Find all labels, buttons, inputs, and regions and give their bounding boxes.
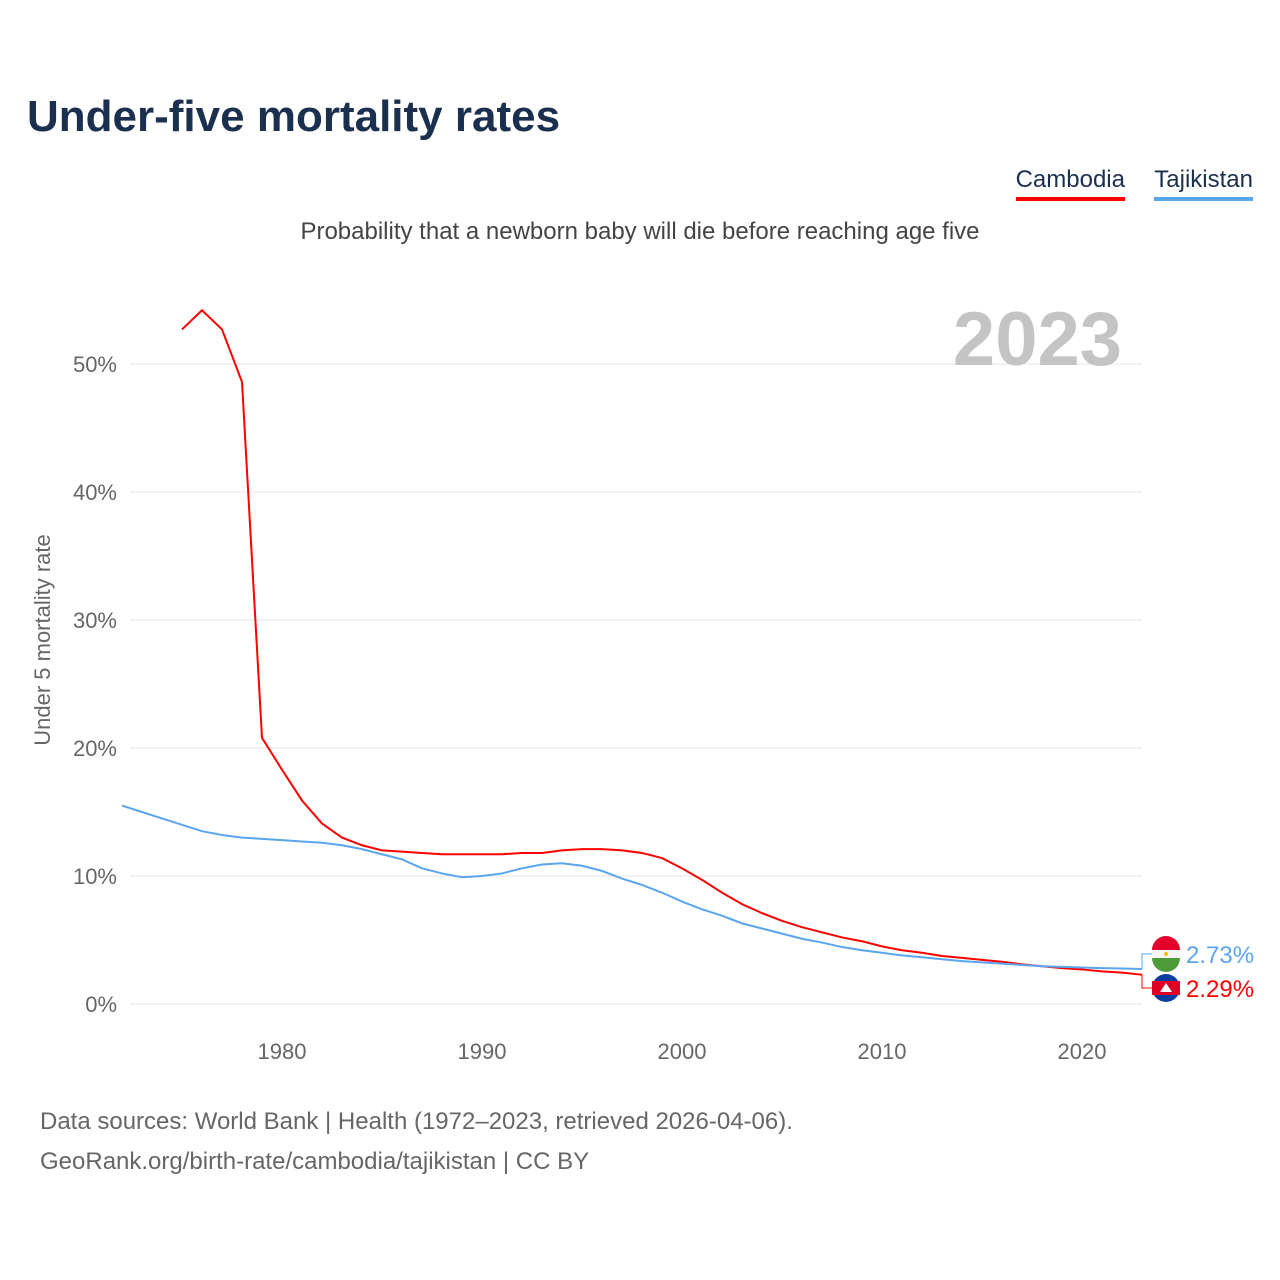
x-tick-label: 2000 bbox=[658, 1039, 707, 1064]
end-value-label-tajikistan: 2.73% bbox=[1186, 942, 1254, 969]
flag-temple bbox=[1160, 983, 1172, 992]
source-line-1: Data sources: World Bank | Health (1972–… bbox=[40, 1108, 793, 1135]
y-tick-label: 30% bbox=[73, 608, 117, 633]
source-line-2: GeoRank.org/birth-rate/cambodia/tajikist… bbox=[40, 1148, 590, 1175]
end-value-label-cambodia: 2.29% bbox=[1186, 976, 1254, 1003]
y-axis-label: Under 5 mortality rate bbox=[30, 534, 55, 746]
chart-title: Under-five mortality rates bbox=[27, 92, 561, 141]
chart-subtitle: Probability that a newborn baby will die… bbox=[300, 218, 980, 245]
x-tick-label: 1980 bbox=[258, 1039, 307, 1064]
y-tick-label: 10% bbox=[73, 864, 117, 889]
end-label-connector bbox=[1141, 974, 1152, 989]
x-tick-label: 2010 bbox=[858, 1039, 907, 1064]
x-tick-label: 2020 bbox=[1058, 1039, 1107, 1064]
x-tick-label: 1990 bbox=[458, 1039, 507, 1064]
legend-tajikistan[interactable]: Tajikistan bbox=[1154, 166, 1253, 201]
legend-cambodia[interactable]: Cambodia bbox=[1015, 166, 1125, 201]
y-tick-label: 0% bbox=[85, 992, 117, 1017]
end-label-connector bbox=[1141, 953, 1152, 970]
y-tick-label: 20% bbox=[73, 736, 117, 761]
series-line-tajikistan bbox=[121, 804, 1143, 971]
year-label: 2023 bbox=[952, 297, 1122, 382]
flag-red-band bbox=[1152, 936, 1180, 950]
y-tick-label: 40% bbox=[73, 480, 117, 505]
y-tick-label: 50% bbox=[73, 352, 117, 377]
series-line-cambodia bbox=[181, 308, 1143, 976]
flag-crown bbox=[1164, 952, 1168, 956]
flag-green-band bbox=[1152, 958, 1180, 972]
